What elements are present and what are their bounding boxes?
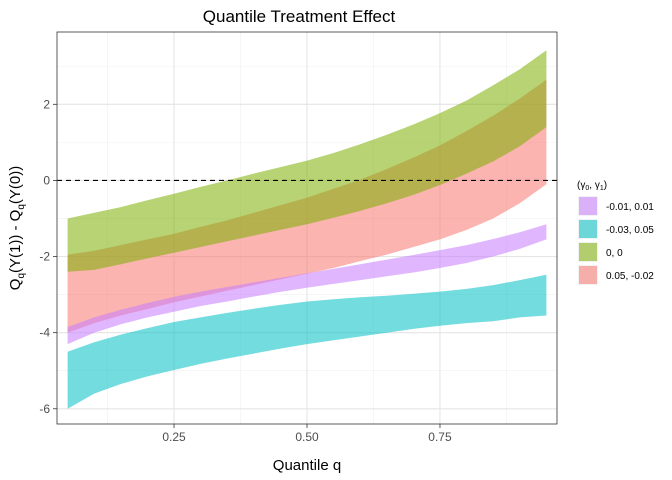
legend-items: -0.01, 0.01 -0.03, 0.05 0, 0 0.05, -0.02 — [578, 196, 654, 285]
legend-title: (γ0, γ1) — [577, 180, 607, 192]
x-axis-title: Quantile q — [273, 457, 341, 474]
ribbon-0-03-0-05 — [67, 274, 547, 409]
legend-swatch — [579, 266, 597, 284]
ribbon-0-0 — [67, 50, 547, 272]
y-tick-label: -4 — [39, 326, 50, 340]
legend-label: 0.05, -0.02 — [606, 271, 654, 282]
y-tick-label: -6 — [39, 402, 50, 416]
x-axis: 0.25 0.50 0.75 — [162, 424, 452, 444]
y-tick-label: 0 — [43, 173, 50, 187]
legend-swatch — [579, 243, 597, 261]
y-tick-label: 2 — [43, 97, 50, 111]
confidence-bands — [67, 50, 547, 409]
y-tick-label: -2 — [39, 250, 50, 264]
legend-label: -0.03, 0.05 — [606, 225, 654, 236]
legend: (γ0, γ1) -0.01, 0.01 -0.03, 0.05 0, 0 0.05,… — [577, 180, 654, 285]
x-tick-label: 0.25 — [162, 430, 186, 444]
x-tick-label: 0.50 — [295, 430, 319, 444]
y-axis-title: Qq(Y(1)) - Qq(Y(0)) — [7, 166, 27, 290]
legend-label: 0, 0 — [606, 248, 623, 259]
legend-swatch — [579, 197, 597, 215]
x-tick-label: 0.75 — [428, 430, 452, 444]
legend-label: -0.01, 0.01 — [606, 202, 654, 213]
y-axis: -6 -4 -2 0 2 — [39, 97, 57, 416]
plot-panel — [56, 31, 558, 425]
chart-title: Quantile Treatment Effect — [203, 7, 396, 26]
ribbon-0-01-0-01 — [67, 224, 547, 345]
legend-swatch — [579, 220, 597, 238]
